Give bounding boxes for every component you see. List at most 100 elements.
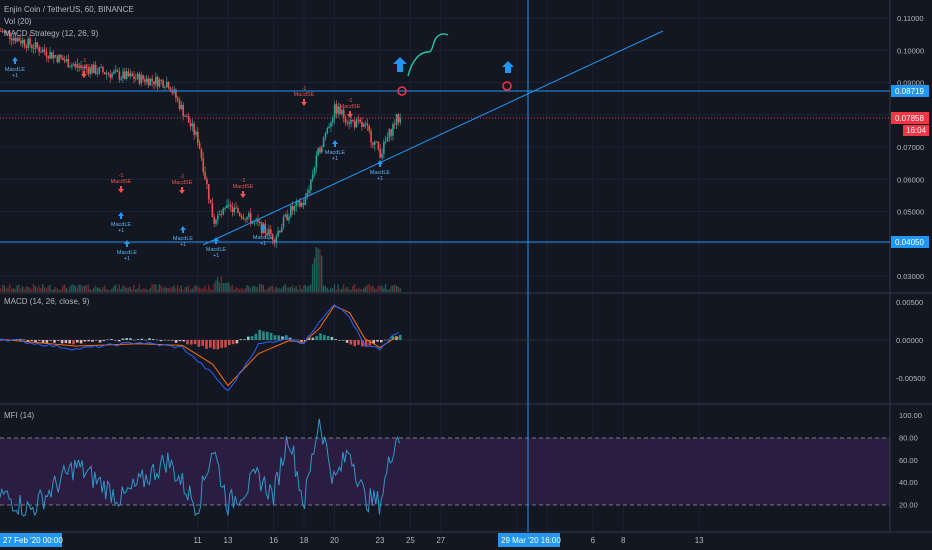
macd-tick-label: 0.00000 — [896, 336, 923, 345]
macd-histogram-bar — [125, 338, 128, 340]
volume-bar — [21, 286, 24, 292]
volume-bar — [357, 287, 359, 292]
volume-bar — [373, 288, 376, 292]
macd-histogram-bar — [364, 340, 368, 347]
volume-bar — [153, 284, 155, 292]
volume-bar — [368, 284, 370, 292]
volume-bar — [82, 286, 84, 292]
mfi-axis[interactable]: 100.00 80.00 60.00 40.00 20.00 — [899, 411, 922, 510]
price-tick-label: 0.10000 — [897, 46, 924, 55]
volume-bar — [228, 282, 230, 292]
candle-body — [171, 91, 174, 93]
candle-body — [114, 70, 117, 72]
volume-bar — [215, 280, 217, 292]
candle-body — [302, 202, 305, 205]
candle-body — [186, 115, 188, 117]
volume-bar — [186, 287, 188, 292]
candle-body — [131, 73, 133, 77]
candle-body — [282, 216, 285, 228]
volume-bar — [105, 289, 108, 292]
candle-body — [330, 122, 332, 127]
alert-circle-icon[interactable] — [397, 86, 407, 96]
volume-bar — [164, 286, 166, 292]
price-tick-label: 0.06000 — [897, 175, 924, 184]
candle-body — [341, 109, 343, 115]
candle-body — [189, 122, 192, 127]
macd-histogram-bar — [258, 329, 261, 340]
forecast-sketch[interactable] — [407, 33, 449, 77]
candle-body — [87, 68, 90, 74]
candle-body — [175, 89, 177, 98]
candle-body — [217, 215, 219, 220]
macd-axis[interactable]: 0.00500 0.00000 -0.00500 — [896, 298, 926, 383]
candle-body — [153, 81, 155, 85]
countdown-text: 16:04 — [906, 126, 927, 135]
volume-bar — [282, 286, 285, 292]
volume-bar — [315, 247, 317, 292]
volume-bar — [255, 286, 257, 292]
candle-body — [284, 214, 287, 217]
volume-bar — [100, 289, 102, 292]
candle-body — [78, 66, 81, 68]
candle-body — [310, 179, 312, 191]
macd-histogram-bar — [182, 340, 185, 342]
candle-body — [195, 131, 197, 135]
candle-body — [120, 78, 122, 80]
time-tick-label: 27 — [436, 536, 445, 545]
volume-bar — [32, 284, 35, 292]
alert-circle-icon[interactable] — [502, 81, 512, 91]
long-signal-qty: +1 — [180, 242, 186, 248]
volume-legend[interactable]: Vol (20) — [4, 17, 32, 26]
volume-bar — [266, 289, 268, 292]
volume-bar — [129, 286, 131, 292]
candle-body — [187, 115, 190, 123]
volume-bar — [114, 284, 117, 292]
volume-bar — [293, 288, 296, 292]
volume-bar — [165, 287, 168, 292]
volume-bar — [222, 283, 224, 292]
candle-body — [89, 67, 91, 74]
volume-bar — [25, 286, 27, 292]
short-signal-arrow-icon — [347, 111, 353, 118]
macd-histogram-bar — [323, 334, 326, 340]
volume-bar — [5, 288, 7, 292]
cursor-date-badge — [498, 533, 560, 547]
symbol-title[interactable]: Enjin Coin / TetherUS, 60, BINANCE — [4, 5, 134, 14]
price-tick-label: 0.05000 — [897, 208, 924, 217]
volume-bar — [76, 287, 79, 292]
strategy-legend[interactable]: MACD Strategy (12, 26, 9) — [4, 29, 99, 38]
candle-body — [34, 42, 37, 49]
volume-bar — [27, 287, 29, 292]
volume-bar — [72, 284, 75, 292]
volume-bar — [242, 289, 244, 292]
candle-body — [279, 230, 281, 233]
volume-bar — [140, 289, 142, 292]
macd-legend[interactable]: MACD (14, 26, close, 9) — [4, 297, 90, 306]
macd-histogram-bar — [41, 340, 45, 343]
volume-bar — [273, 289, 275, 292]
macd-histogram-bar — [190, 340, 193, 345]
volume-bar — [12, 288, 15, 292]
candle-body — [335, 104, 338, 114]
long-signal-arrow-icon — [118, 212, 124, 219]
candle-body — [372, 142, 374, 145]
long-signal-label: MacdLE — [173, 236, 194, 242]
short-signal-label: MacdSE — [294, 92, 315, 98]
mfi-legend[interactable]: MFI (14) — [4, 411, 35, 420]
candle-body — [136, 73, 139, 79]
macd-histogram-bar — [49, 340, 52, 341]
macd-histogram-bar — [19, 338, 22, 340]
candle-body — [94, 64, 97, 74]
candle-body — [295, 202, 298, 207]
time-tick-label: 8 — [621, 536, 626, 545]
volume-bar — [269, 285, 272, 292]
volume-bar — [337, 284, 339, 292]
volume-bar — [361, 289, 363, 292]
trend-line[interactable] — [202, 30, 664, 246]
volume-bar — [383, 288, 385, 292]
volume-bar — [151, 284, 153, 292]
arrow-up-icon[interactable] — [393, 57, 407, 72]
volume-bar — [189, 289, 192, 292]
arrow-up-icon[interactable] — [502, 61, 514, 73]
